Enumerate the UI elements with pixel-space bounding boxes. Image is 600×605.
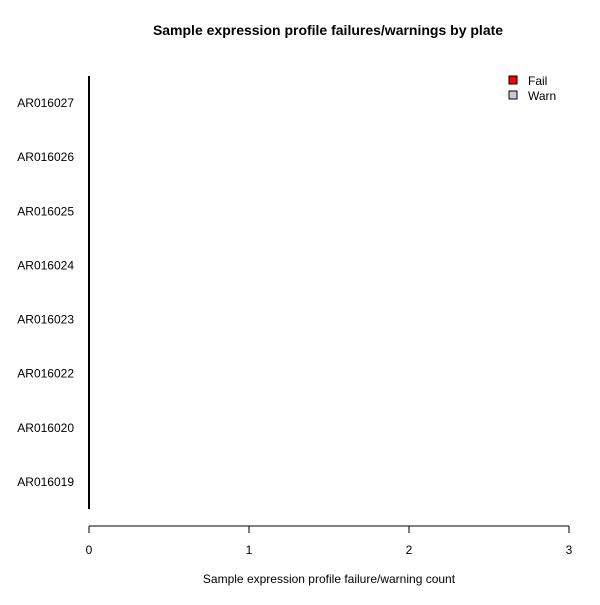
- category-label: AR016025: [17, 204, 74, 218]
- legend-fail-swatch: [508, 75, 518, 85]
- category-label: AR016024: [17, 258, 74, 272]
- category-label: AR016023: [17, 313, 74, 327]
- chart-title: Sample expression profile failures/warni…: [153, 22, 503, 38]
- x-tick-label: 0: [86, 543, 93, 557]
- category-label: AR016020: [17, 421, 74, 435]
- category-label: AR016026: [17, 150, 74, 164]
- x-tick-label: 3: [566, 543, 573, 557]
- category-labels: AR016019 AR016020 AR016022 AR016023 AR016024…: [17, 96, 74, 489]
- legend-fail-label: Fail: [528, 74, 547, 88]
- category-label: AR016019: [17, 475, 74, 489]
- x-axis: 0 1 2 3: [86, 525, 573, 557]
- x-axis-label: Sample expression profile failure/warnin…: [203, 572, 456, 586]
- legend-warn-swatch: [508, 90, 518, 100]
- x-tick-label: 2: [406, 543, 413, 557]
- category-label: AR016022: [17, 367, 74, 381]
- x-ticks: 0 1 2 3: [86, 526, 573, 557]
- x-tick-label: 1: [246, 543, 253, 557]
- category-label: AR016027: [17, 96, 74, 110]
- legend: Fail Warn: [508, 74, 556, 103]
- legend-warn-label: Warn: [528, 89, 556, 103]
